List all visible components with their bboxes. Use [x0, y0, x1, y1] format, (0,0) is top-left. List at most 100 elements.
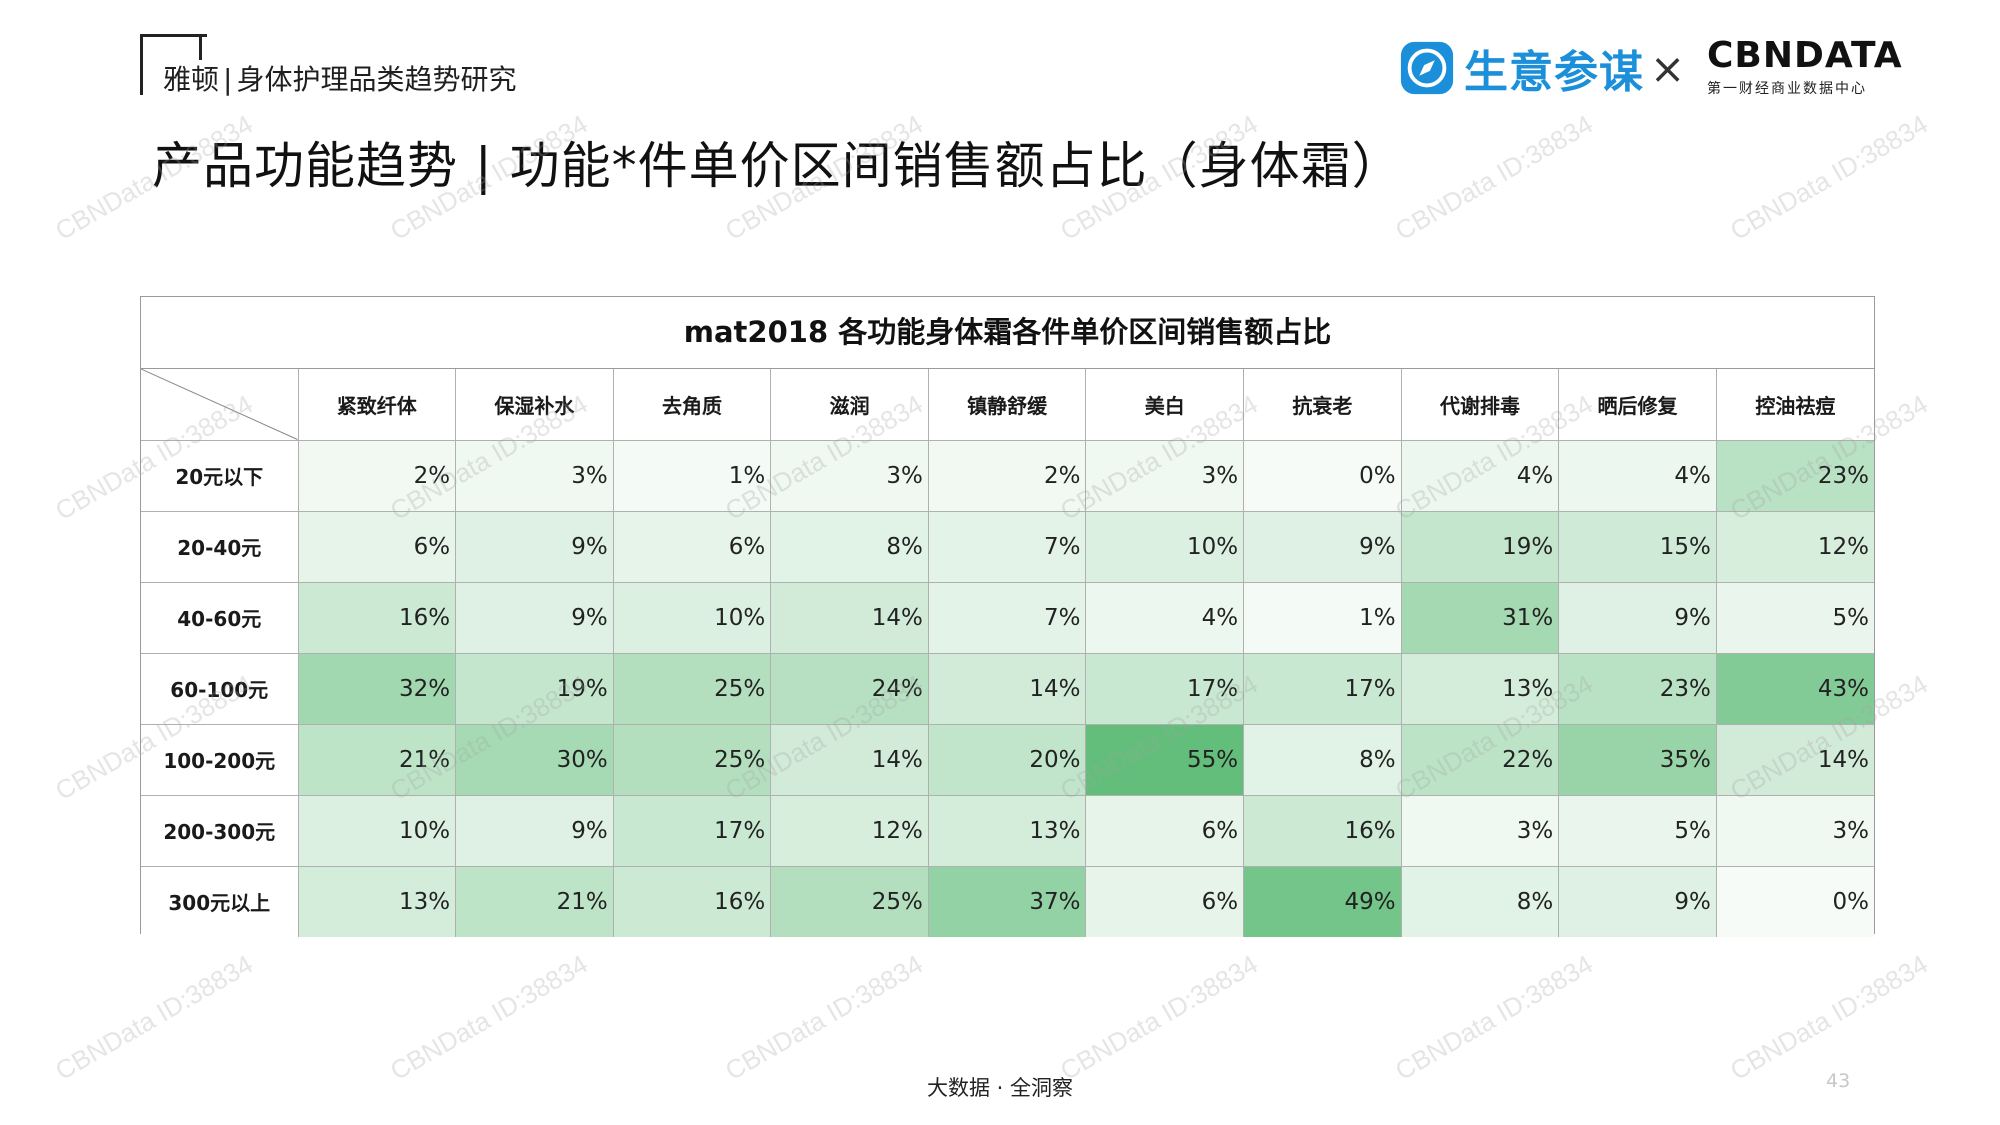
diagonal-line [141, 369, 298, 440]
page-title: 产品功能趋势 | 功能*件单价区间销售额占比（身体霜） [152, 137, 1403, 195]
footer-slogan: 大数据 · 全洞察 [926, 1076, 1074, 1100]
heatmap-cell: 6% [1085, 794, 1245, 867]
watermark: CBNData ID:38834 [385, 948, 593, 1086]
table-row: 200-300元 10% 9% 17% 12% 13% 6% 16% 3% 5% 3% [141, 794, 1874, 867]
heatmap-cell: 5% [1715, 581, 1874, 654]
heatmap-cell: 17% [612, 794, 772, 867]
row-header: 100-200元 [141, 723, 299, 796]
heatmap-cell: 24% [770, 652, 929, 725]
table-row: 20-40元 6% 9% 6% 8% 7% 10% 9% 19% 15% 12% [141, 510, 1874, 583]
heatmap-cell: 9% [1243, 510, 1402, 583]
heatmap-cell: 49% [1243, 865, 1402, 937]
heatmap-cell: 9% [455, 581, 614, 654]
report-title: 雅顿 | 身体护理品类趋势研究 [163, 58, 516, 98]
watermark: CBNData ID:38834 [1725, 948, 1933, 1086]
column-header-row: 紧致纤体 保湿补水 去角质 滋润 镇静舒缓 美白 抗衰老 代谢排毒 晒后修复 控油祛痘 [141, 369, 1874, 441]
heatmap-cell: 9% [455, 794, 614, 867]
watermark: CBNData ID:38834 [720, 948, 928, 1086]
heatmap-cell: 14% [927, 652, 1087, 725]
heatmap-cell: 4% [1400, 439, 1560, 512]
heatmap-cell: 3% [770, 439, 929, 512]
table-row: 100-200元 21% 30% 25% 14% 20% 55% 8% 22% 35% 14% [141, 723, 1874, 796]
heatmap-cell: 2% [297, 439, 457, 512]
heatmap-cell: 3% [1400, 794, 1560, 867]
heatmap-cell: 19% [455, 652, 614, 725]
column-header: 紧致纤体 [297, 369, 457, 441]
report-title-separator: | [223, 63, 233, 96]
column-header: 滋润 [770, 369, 929, 441]
heatmap-cell: 25% [612, 652, 772, 725]
heatmap-cell: 17% [1243, 652, 1402, 725]
heatmap-cell: 10% [1085, 510, 1245, 583]
heatmap-cell: 8% [1400, 865, 1560, 937]
heatmap-cell: 22% [1400, 723, 1560, 796]
table-row: 60-100元 32% 19% 25% 24% 14% 17% 17% 13% 23% 43% [141, 652, 1874, 725]
column-header: 去角质 [612, 369, 772, 441]
heatmap-cell: 55% [1085, 723, 1245, 796]
heatmap-cell: 15% [1558, 510, 1717, 583]
watermark: CBNData ID:38834 [50, 948, 258, 1086]
heatmap-cell: 37% [927, 865, 1087, 937]
shengyi-canmou-text: 生意参谋 [1464, 47, 1644, 98]
heatmap-cell: 10% [612, 581, 772, 654]
heatmap-cell: 9% [1558, 865, 1717, 937]
heatmap-cell: 13% [297, 865, 457, 937]
heatmap-cell: 10% [297, 794, 457, 867]
column-header: 控油祛痘 [1715, 369, 1874, 441]
heatmap-cell: 19% [1400, 510, 1560, 583]
heatmap-cell: 4% [1558, 439, 1717, 512]
heatmap-cell: 1% [612, 439, 772, 512]
heatmap-cell: 16% [1243, 794, 1402, 867]
table-row: 40-60元 16% 9% 10% 14% 7% 4% 1% 31% 9% 5% [141, 581, 1874, 654]
heatmap-cell: 43% [1715, 652, 1874, 725]
heatmap-cell: 30% [455, 723, 614, 796]
compass-icon [1400, 41, 1454, 95]
heatmap-cell: 12% [770, 794, 929, 867]
heatmap-cell: 25% [612, 723, 772, 796]
watermark: CBNData ID:38834 [1725, 108, 1933, 246]
heatmap-cell: 9% [1558, 581, 1717, 654]
row-header: 40-60元 [141, 581, 299, 654]
watermark: CBNData ID:38834 [1055, 948, 1263, 1086]
row-header: 300元以上 [141, 865, 299, 937]
row-header: 200-300元 [141, 794, 299, 867]
chart-title: mat2018 各功能身体霜各件单价区间销售额占比 [141, 297, 1874, 369]
column-header: 晒后修复 [1558, 369, 1717, 441]
heatmap-table: 紧致纤体 保湿补水 去角质 滋润 镇静舒缓 美白 抗衰老 代谢排毒 晒后修复 控油祛痘 20元以下… [141, 369, 1874, 937]
heatmap-cell: 16% [612, 865, 772, 937]
row-header: 20-40元 [141, 510, 299, 583]
row-header: 20元以下 [141, 439, 299, 512]
cbndata-logo: CBNDATA 第一财经商业数据中心 [1707, 35, 1903, 98]
heatmap-cell: 6% [297, 510, 457, 583]
heatmap-cell: 13% [927, 794, 1087, 867]
report-subtitle: 身体护理品类趋势研究 [236, 63, 517, 96]
heatmap-cell: 23% [1715, 439, 1874, 512]
heatmap-cell: 12% [1715, 510, 1874, 583]
heatmap-cell: 13% [1400, 652, 1560, 725]
heatmap-cell: 23% [1558, 652, 1717, 725]
cbndata-text: CBNDATA [1707, 35, 1903, 76]
page-number: 43 [1826, 1070, 1851, 1092]
column-header: 镇静舒缓 [927, 369, 1087, 441]
heatmap-cell: 25% [770, 865, 929, 937]
heatmap-cell: 16% [297, 581, 457, 654]
heatmap-cell: 8% [1243, 723, 1402, 796]
heatmap-cell: 3% [1715, 794, 1874, 867]
corner-cell [141, 369, 299, 441]
heatmap-cell: 2% [927, 439, 1087, 512]
heatmap-cell: 32% [297, 652, 457, 725]
heatmap-cell: 14% [770, 723, 929, 796]
heatmap-cell: 0% [1243, 439, 1402, 512]
heatmap-cell: 3% [455, 439, 614, 512]
heatmap-cell: 7% [927, 581, 1087, 654]
heatmap-cell: 6% [1085, 865, 1245, 937]
heatmap-table-container: mat2018 各功能身体霜各件单价区间销售额占比 紧致纤体 保湿补水 去角质 滋润镇… [140, 296, 1875, 937]
heatmap-cell: 8% [770, 510, 929, 583]
report-brand: 雅顿 [163, 63, 220, 96]
heatmap-cell: 3% [1085, 439, 1245, 512]
heatmap-cell: 14% [1715, 723, 1874, 796]
heatmap-cell: 4% [1085, 581, 1245, 654]
table-row: 300元以上 13% 21% 16% 25% 37% 6% 49% 8% 9% 0% [141, 865, 1874, 937]
heatmap-cell: 1% [1243, 581, 1402, 654]
